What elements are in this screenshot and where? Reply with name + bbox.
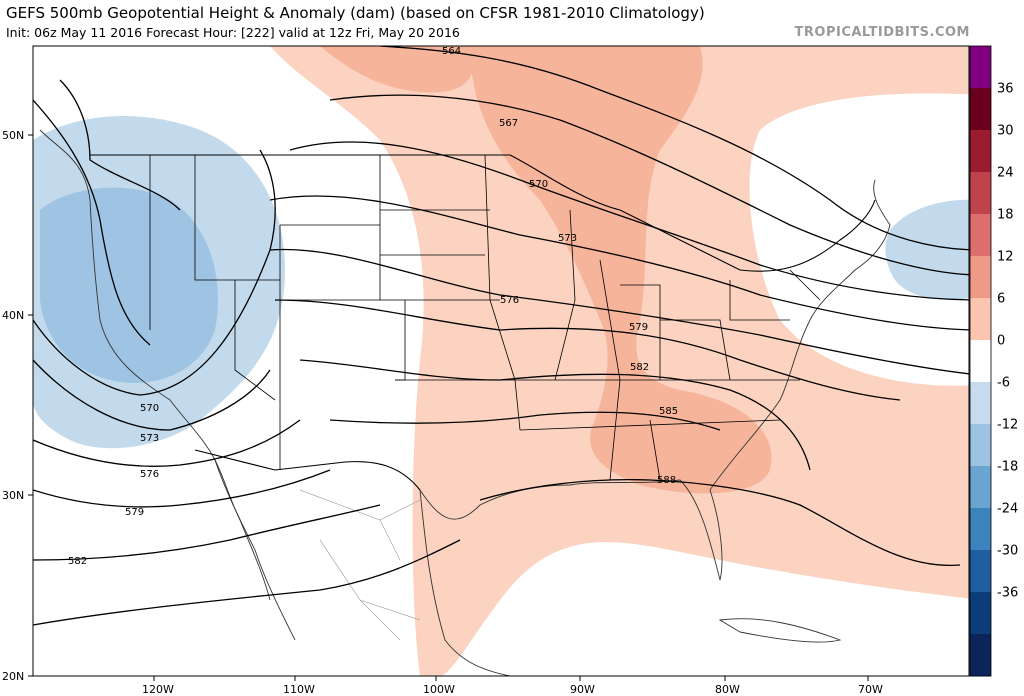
contour-576-west [33, 419, 301, 467]
negative-anomaly-east [885, 199, 969, 300]
contour-open-south [33, 539, 461, 626]
contour-label: 576 [500, 295, 519, 306]
contour-label: 585 [659, 406, 678, 417]
contour-567 [329, 94, 969, 276]
colorbar-segment [970, 46, 991, 89]
colorbar-segment [970, 256, 991, 299]
contour-585-east [329, 411, 721, 431]
contour-582-west [33, 504, 381, 561]
colorbar-segment [970, 298, 991, 341]
colorbar-segment [970, 88, 991, 131]
contour-576-east [269, 248, 969, 375]
contour-label: 573 [558, 233, 577, 244]
geography [39, 129, 891, 676]
lat-label: 20N [2, 670, 24, 683]
lon-label: 70W [858, 683, 883, 696]
contour-573-west [33, 359, 271, 431]
lon-label: 100W [423, 683, 455, 696]
lat-label: 40N [2, 309, 24, 322]
west-coastline [39, 129, 296, 641]
colorbar-tick-label: -6 [997, 376, 1010, 391]
colorbar: 36 30 24 18 12 6 0 -6 -12 -18 -24 -30 -36 [969, 45, 1018, 677]
contour-label: 582 [68, 556, 87, 567]
contour-label: 576 [140, 469, 159, 480]
chart-subtitle: Init: 06z May 11 2016 Forecast Hour: [22… [6, 25, 460, 40]
colorbar-tick-label: -36 [997, 586, 1018, 601]
colorbar-tick-label: -12 [997, 418, 1018, 433]
contour-north-bend [33, 99, 151, 346]
contour-label: 579 [629, 322, 648, 333]
brand-watermark: TROPICALTIDBITS.COM [794, 25, 970, 40]
colorbar-segment [970, 466, 991, 509]
colorbar-tick-label: 24 [997, 166, 1014, 181]
northeast-coast [809, 179, 891, 321]
colorbar-segment [970, 592, 991, 635]
cuba-outline [718, 618, 842, 643]
height-contours [33, 46, 969, 626]
contour-label: 570 [529, 179, 548, 190]
contour-label: 564 [442, 46, 461, 57]
contour-579-west [33, 469, 331, 508]
lon-label: 110W [283, 683, 315, 696]
lon-label: 90W [570, 683, 595, 696]
contour-579-east [274, 299, 901, 401]
lon-label: 120W [142, 683, 174, 696]
us-canada-border [90, 154, 876, 272]
colorbar-segment [970, 130, 991, 173]
chart-title: GEFS 500mb Geopotential Height & Anomaly… [6, 4, 705, 22]
contour-573-east [269, 195, 969, 331]
lat-label: 30N [2, 489, 24, 502]
colorbar-tick-label: 12 [997, 250, 1014, 265]
colorbar-segment [970, 172, 991, 215]
contour-label: 579 [125, 507, 144, 518]
contour-564 [379, 46, 969, 251]
contour-588 [479, 479, 961, 567]
colorbar-tick-label: -24 [997, 502, 1018, 517]
colorbar-tick-label: 18 [997, 208, 1014, 223]
contour-582-east [299, 359, 811, 471]
contour-570-east [289, 141, 969, 301]
colorbar-segment [970, 634, 991, 677]
contour-label: 588 [657, 475, 676, 486]
baja-coastline [214, 459, 271, 601]
colorbar-segment [970, 382, 991, 425]
colorbar-segment [970, 550, 991, 593]
colorbar-tick-label: -18 [997, 460, 1018, 475]
contour-west-low [59, 79, 181, 211]
colorbar-tick-label: 36 [997, 82, 1014, 97]
contour-label: 582 [630, 362, 649, 373]
colorbar-segment [970, 508, 991, 551]
longitude-axis: 120W 110W 100W 90W 80W 70W [142, 676, 883, 696]
mexico-state-borders [299, 489, 421, 641]
colorbar-tick-label: 0 [997, 334, 1005, 349]
colorbar-segment [970, 340, 991, 383]
negative-anomaly-west-core [40, 187, 218, 383]
positive-anomaly-core [470, 46, 772, 494]
contour-label: 573 [140, 433, 159, 444]
lat-label: 50N [2, 129, 24, 142]
colorbar-segment [970, 214, 991, 257]
positive-anomaly-north-lobe [320, 46, 474, 93]
colorbar-tick-label: 6 [997, 292, 1005, 307]
contour-label: 570 [140, 403, 159, 414]
latitude-axis: 50N 40N 30N 20N [2, 129, 33, 683]
mexico-east-coast [419, 489, 511, 676]
colorbar-tick-label: -30 [997, 544, 1018, 559]
colorbar-tick-label: 30 [997, 124, 1014, 139]
colorbar-segment [970, 424, 991, 467]
contour-570-west [33, 149, 276, 396]
anomaly-shading [33, 46, 969, 676]
contour-label-group: 564 567 570 573 576 579 582 585 588 570 … [68, 46, 678, 567]
colorbar-outline [969, 45, 992, 677]
us-mexico-border [194, 449, 421, 491]
map-frame [32, 45, 970, 677]
contour-label: 567 [499, 118, 518, 129]
lon-label: 80W [715, 683, 740, 696]
